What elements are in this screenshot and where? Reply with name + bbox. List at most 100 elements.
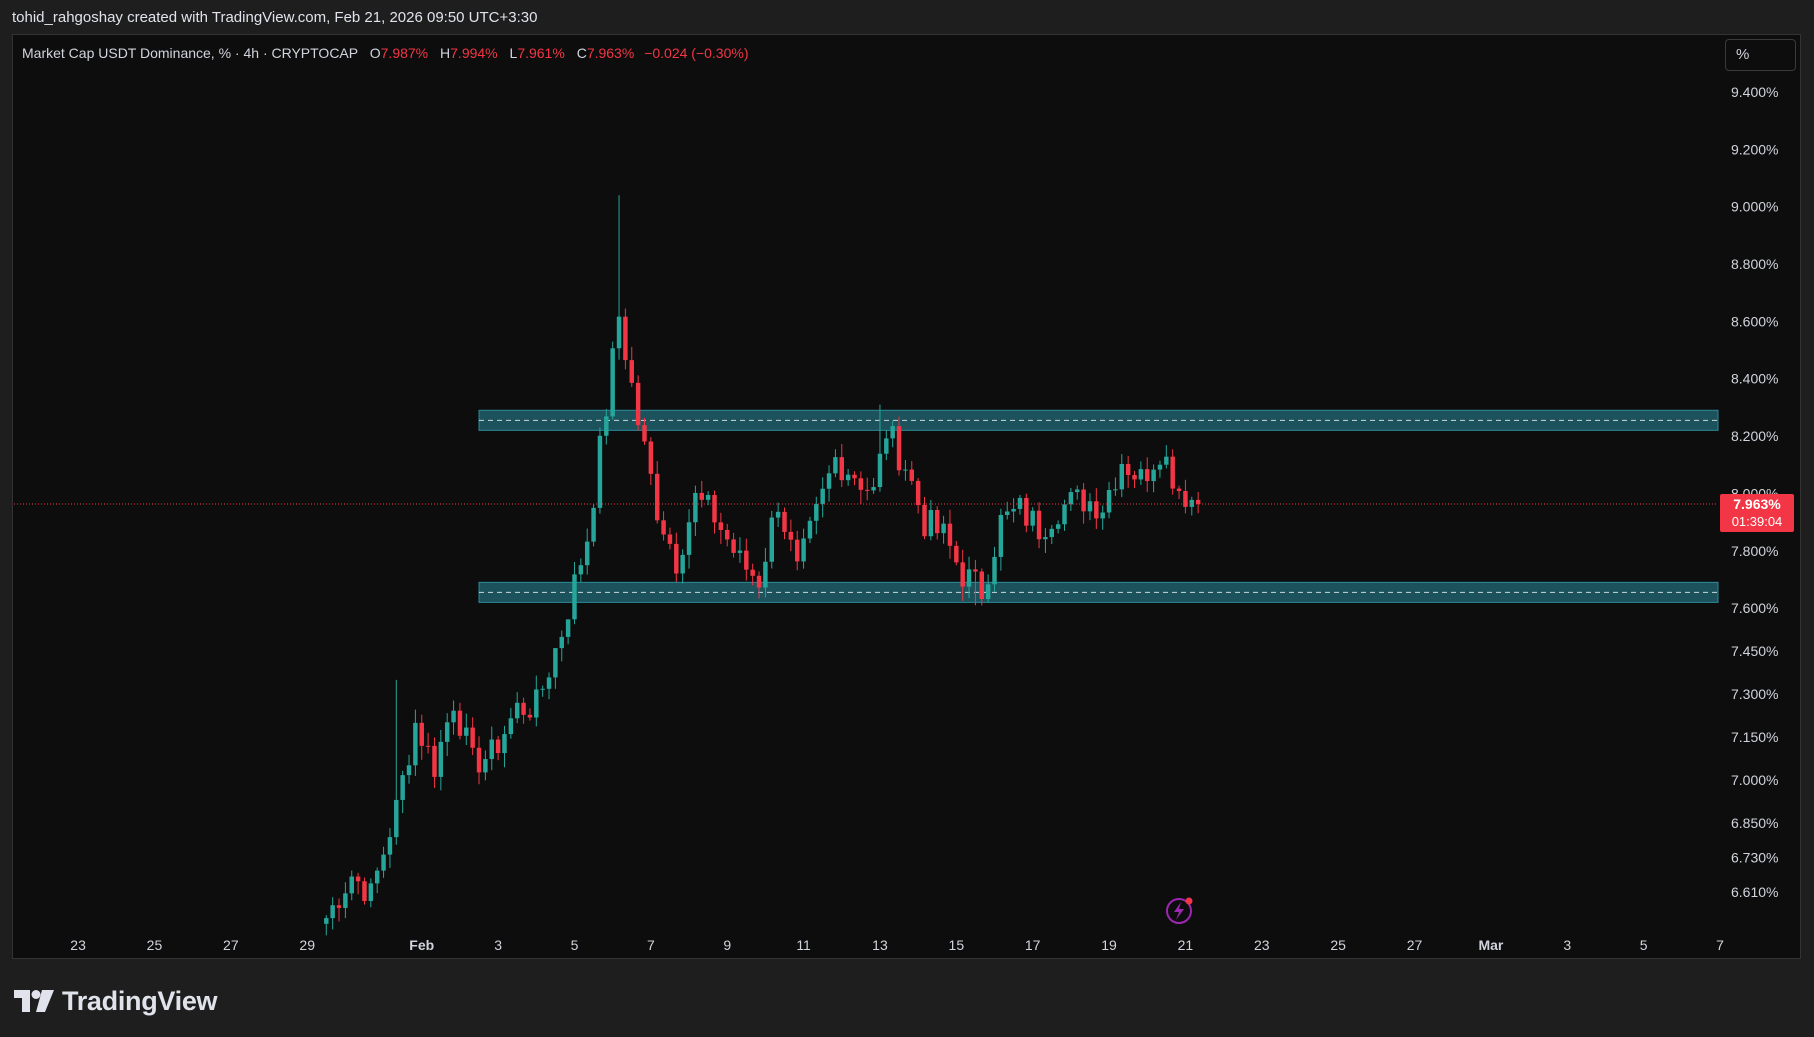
candle[interactable] <box>438 729 444 791</box>
candle[interactable] <box>1094 488 1099 529</box>
candle[interactable] <box>680 549 685 584</box>
candle[interactable] <box>464 713 469 746</box>
candle[interactable] <box>966 556 972 599</box>
candle[interactable] <box>521 697 526 724</box>
candle[interactable] <box>432 737 437 788</box>
candle[interactable] <box>909 461 915 485</box>
candle[interactable] <box>1138 461 1144 485</box>
candle[interactable] <box>413 709 418 776</box>
candle[interactable] <box>502 725 507 768</box>
candle[interactable] <box>1125 455 1131 488</box>
candle[interactable] <box>527 708 533 721</box>
candle[interactable] <box>903 459 908 481</box>
candle[interactable] <box>871 477 876 494</box>
candle[interactable] <box>674 532 679 582</box>
candle[interactable] <box>457 702 463 740</box>
candle[interactable] <box>1062 499 1067 531</box>
candle[interactable] <box>686 509 692 569</box>
candle[interactable] <box>1075 485 1080 500</box>
lightning-icon[interactable] <box>1166 897 1193 924</box>
candle[interactable] <box>782 507 787 540</box>
candle[interactable] <box>419 714 424 760</box>
candle[interactable] <box>775 502 781 527</box>
candle[interactable] <box>1036 502 1042 549</box>
candle[interactable] <box>349 870 354 901</box>
candle[interactable] <box>884 429 889 461</box>
candle[interactable] <box>400 770 405 814</box>
candle[interactable] <box>661 511 666 541</box>
candle[interactable] <box>1119 454 1125 498</box>
candle[interactable] <box>1043 528 1048 553</box>
candle[interactable] <box>648 437 654 486</box>
candle[interactable] <box>712 490 717 534</box>
candle[interactable] <box>693 485 698 536</box>
candle[interactable] <box>629 346 634 387</box>
candle[interactable] <box>553 648 558 689</box>
candle[interactable] <box>1068 487 1074 511</box>
candle[interactable] <box>330 897 335 930</box>
candle[interactable] <box>394 679 399 845</box>
candle[interactable] <box>540 685 545 697</box>
candle[interactable] <box>559 630 564 662</box>
candle[interactable] <box>699 480 704 508</box>
candle[interactable] <box>852 471 857 486</box>
candle[interactable] <box>922 496 927 540</box>
candle[interactable] <box>973 559 978 606</box>
candle[interactable] <box>763 547 768 598</box>
candle[interactable] <box>833 449 838 478</box>
candle[interactable] <box>654 461 660 524</box>
candle[interactable] <box>616 195 622 360</box>
candle[interactable] <box>642 417 647 445</box>
candle[interactable] <box>1157 460 1163 478</box>
candle[interactable] <box>1151 464 1156 493</box>
candle[interactable] <box>724 523 730 547</box>
candle[interactable] <box>1195 491 1201 514</box>
candle[interactable] <box>756 571 762 599</box>
candle[interactable] <box>381 846 386 878</box>
candle[interactable] <box>1024 493 1029 533</box>
candle[interactable] <box>387 828 393 868</box>
candle[interactable] <box>591 504 596 547</box>
candle[interactable] <box>1030 507 1035 532</box>
candle[interactable] <box>960 549 965 601</box>
candle[interactable] <box>534 675 539 727</box>
candle[interactable] <box>941 515 946 544</box>
candle[interactable] <box>565 619 571 645</box>
candle[interactable] <box>355 872 361 895</box>
candle[interactable] <box>858 471 864 504</box>
candle[interactable] <box>444 713 450 757</box>
candle[interactable] <box>1087 493 1093 521</box>
candle[interactable] <box>584 528 590 575</box>
candle[interactable] <box>623 308 628 370</box>
candle[interactable] <box>794 530 800 571</box>
candle[interactable] <box>489 726 494 771</box>
candle[interactable] <box>597 427 603 514</box>
candle[interactable] <box>336 898 342 922</box>
candle[interactable] <box>495 736 501 761</box>
candle[interactable] <box>877 404 883 492</box>
candle[interactable] <box>820 477 825 518</box>
candle[interactable] <box>578 558 584 583</box>
candle[interactable] <box>546 672 552 700</box>
candle[interactable] <box>1005 501 1010 520</box>
candle[interactable] <box>508 707 514 739</box>
candle[interactable] <box>1132 470 1137 488</box>
candle[interactable] <box>864 477 870 501</box>
candle[interactable] <box>610 341 615 420</box>
chart-panel[interactable] <box>12 34 1801 959</box>
candle[interactable] <box>954 541 959 566</box>
candle[interactable] <box>992 546 997 592</box>
candle[interactable] <box>343 882 348 919</box>
candle[interactable] <box>731 532 736 558</box>
candle[interactable] <box>915 478 921 514</box>
candle[interactable] <box>705 491 711 506</box>
candle[interactable] <box>985 574 991 603</box>
candle[interactable] <box>718 512 724 544</box>
candle[interactable] <box>451 700 456 735</box>
candle[interactable] <box>362 877 367 905</box>
candle[interactable] <box>1164 445 1169 469</box>
candle[interactable] <box>1176 485 1182 500</box>
candle[interactable] <box>807 516 813 543</box>
candle[interactable] <box>572 561 577 625</box>
